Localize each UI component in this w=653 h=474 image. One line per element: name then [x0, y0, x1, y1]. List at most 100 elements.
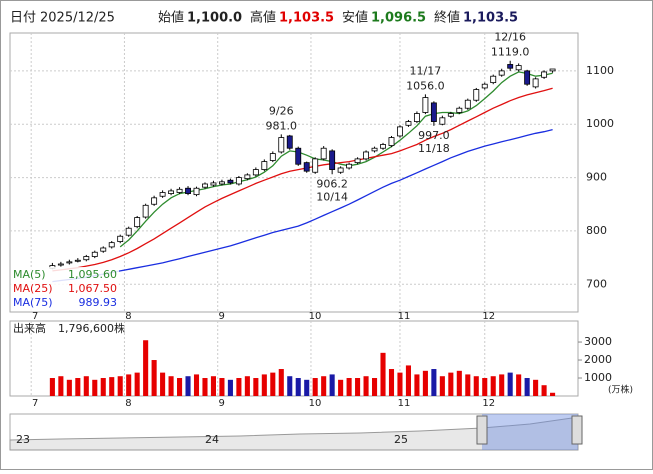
- candle-body: [430, 102, 437, 122]
- annotation: 906.2: [316, 177, 348, 190]
- volume-bar: [66, 379, 72, 396]
- ma-line: [52, 128, 553, 283]
- x-tick-label: 8: [125, 398, 131, 409]
- x-tick-label: 12: [482, 398, 495, 409]
- x-tick-label: 10: [309, 311, 322, 322]
- candle-body: [363, 151, 370, 160]
- volume-bar: [329, 374, 335, 396]
- navigator-label: 23: [16, 433, 30, 446]
- annotation: 981.0: [266, 119, 298, 132]
- volume-bar: [422, 370, 428, 396]
- candle-body: [66, 261, 73, 264]
- candle-body: [405, 121, 412, 126]
- low-label: 安値: [342, 10, 368, 26]
- volume-bar: [253, 378, 259, 396]
- candle-body: [481, 83, 488, 89]
- volume-bar: [304, 379, 310, 396]
- candle-body: [286, 135, 293, 149]
- volume-unit: (万株): [608, 384, 633, 396]
- x-tick-label: 9: [219, 398, 225, 409]
- y-tick-label: 1100: [586, 64, 614, 77]
- volume-bar: [507, 372, 513, 396]
- volume-bar: [295, 378, 301, 396]
- candle-body: [388, 137, 395, 146]
- navigator-handle[interactable]: [476, 415, 488, 445]
- volume-tick-label: 2000: [584, 353, 612, 366]
- candle-body: [498, 70, 505, 76]
- volume-bar: [83, 376, 89, 396]
- volume-bar: [261, 374, 267, 396]
- volume-bar: [100, 378, 106, 396]
- volume-bar: [49, 378, 55, 396]
- x-tick-label: 11: [398, 398, 411, 409]
- volume-bar: [414, 374, 420, 396]
- candle-body: [218, 181, 225, 185]
- volume-bar: [371, 378, 378, 396]
- volume-total: 1,796,600株: [58, 321, 125, 335]
- candle-body: [447, 113, 454, 117]
- candle-body: [142, 204, 149, 218]
- candle-body: [117, 235, 124, 242]
- volume-bar: [75, 378, 81, 396]
- candle-body: [413, 113, 420, 122]
- volume-bar: [346, 378, 352, 396]
- annotation: 997.0: [418, 129, 450, 142]
- candle-body: [507, 64, 514, 69]
- annotation: 1119.0: [491, 46, 530, 59]
- volume-bar: [405, 365, 411, 396]
- volume-bar: [448, 372, 454, 396]
- candle-body: [244, 174, 251, 180]
- candle-body: [303, 162, 310, 172]
- volume-bar: [363, 376, 369, 396]
- candle-body: [320, 147, 327, 160]
- volume-bar: [109, 377, 115, 396]
- volume-bar: [516, 374, 522, 396]
- volume-bar: [533, 379, 539, 396]
- legend-name: MA(75): [13, 296, 53, 309]
- legend-value: 1,067.50: [68, 282, 117, 295]
- x-tick-label: 8: [125, 311, 131, 322]
- candle-body: [57, 263, 64, 266]
- navigator: 23 24 25: [9, 413, 583, 451]
- volume-bar: [524, 378, 530, 396]
- volume-bar: [278, 369, 284, 396]
- volume-bar: [168, 376, 174, 396]
- annotation: 11/17: [410, 64, 442, 77]
- close-value: 1,103.5: [463, 11, 518, 26]
- y-tick-label: 900: [586, 171, 607, 184]
- volume-bar: [388, 369, 395, 396]
- header: 日付 2025/12/25 始値 1,100.0 高値 1,103.5 安値 1…: [10, 10, 518, 26]
- candle-body: [252, 169, 259, 176]
- candle-body: [125, 227, 132, 236]
- close-label: 終値: [434, 10, 460, 26]
- volume-bar: [287, 376, 293, 396]
- ma-line: [52, 87, 553, 272]
- candle-body: [269, 153, 276, 161]
- navigator-handle[interactable]: [571, 415, 583, 445]
- navigator-label: 25: [394, 433, 408, 446]
- candle-body: [371, 147, 378, 152]
- legend-value: 989.93: [79, 296, 118, 309]
- candle-body: [168, 190, 175, 194]
- candle-body: [312, 158, 319, 173]
- candle-body: [134, 217, 141, 228]
- volume-bar: [219, 378, 225, 396]
- volume-panel: [9, 320, 579, 397]
- volume-bar: [185, 376, 191, 396]
- volume-bar: [151, 360, 157, 396]
- candle-body: [473, 89, 480, 101]
- volume-tick-label: 1000: [584, 371, 612, 384]
- legend-name: MA(25): [13, 282, 53, 295]
- annotation: 11/18: [418, 142, 450, 155]
- x-tick-label: 10: [309, 398, 322, 409]
- y-tick-label: 700: [586, 277, 607, 290]
- candle-body: [278, 137, 285, 153]
- candle-body: [337, 167, 344, 173]
- candle-body: [100, 247, 107, 252]
- volume-label: 出来高: [13, 321, 46, 335]
- volume-bar: [550, 392, 556, 396]
- volume-bar: [193, 374, 200, 396]
- volume-bar: [210, 376, 217, 396]
- candle-body: [108, 242, 115, 248]
- navigator-range[interactable]: [482, 414, 578, 450]
